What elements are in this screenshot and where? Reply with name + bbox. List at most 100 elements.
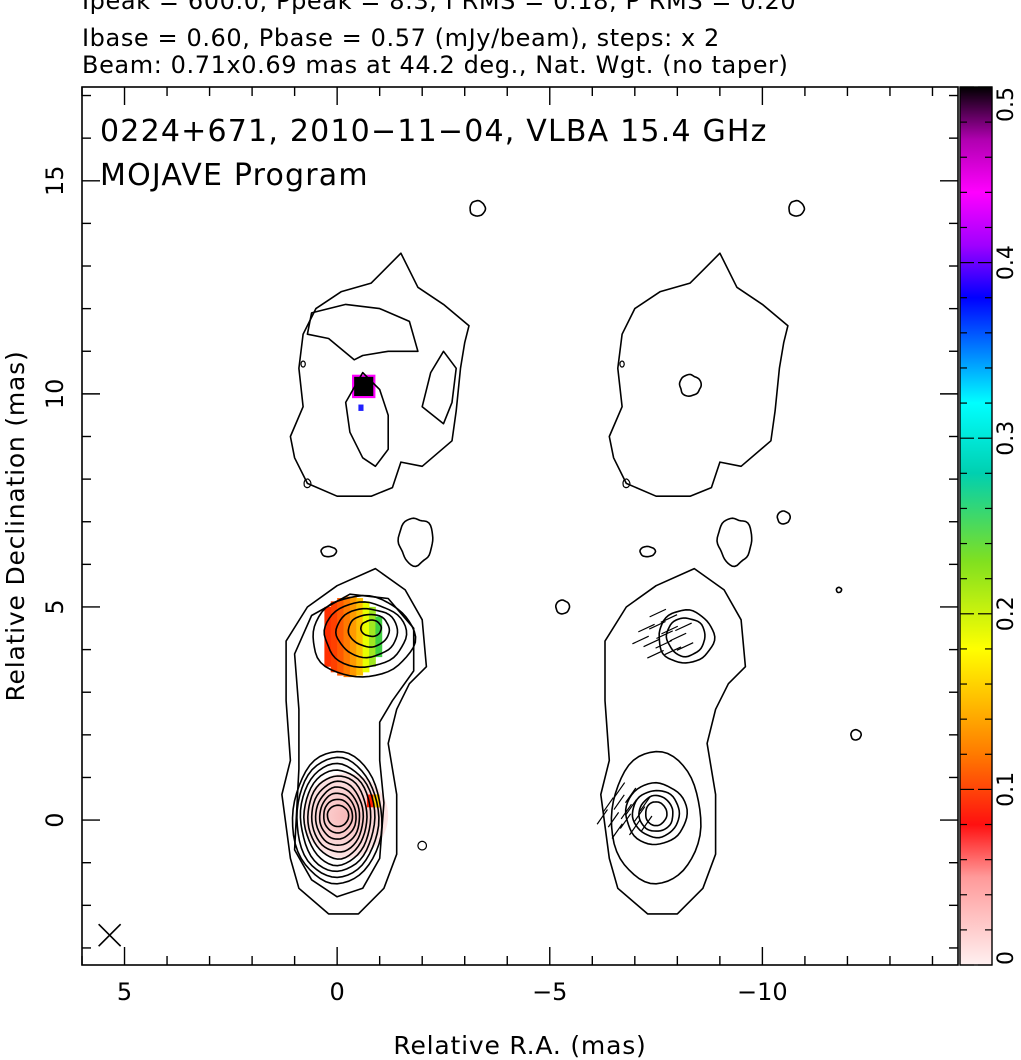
lobe-contour	[608, 252, 789, 497]
plot-border	[81, 86, 959, 966]
core-contour	[624, 781, 689, 846]
island-contour	[835, 586, 843, 594]
evpa-vector	[602, 797, 614, 813]
evpa-vector-group	[632, 608, 694, 659]
island-contour	[469, 199, 487, 217]
core-contour	[645, 801, 668, 827]
core-contour	[631, 789, 681, 839]
lobe-polarization-patch-blue	[358, 404, 364, 411]
knot-polarization-column	[324, 606, 332, 667]
evpa-vector-group	[596, 782, 653, 839]
knot-polarization-column	[349, 596, 357, 678]
evpa-vector	[607, 812, 620, 828]
knot-polarization-column	[337, 598, 344, 676]
lobe-inner-contour	[306, 303, 419, 361]
evpa-vector	[649, 608, 667, 618]
evpa-vector	[628, 819, 641, 836]
evpa-vector	[632, 635, 649, 645]
lobe-inner-contour	[678, 373, 702, 398]
core-contour	[299, 762, 376, 873]
left-contour-panel	[281, 199, 487, 915]
evpa-vector	[660, 614, 678, 623]
core-contour	[302, 769, 372, 867]
core-contour	[610, 750, 702, 885]
evpa-vector	[619, 813, 632, 829]
island-contour	[716, 517, 753, 568]
lobe-inner-contour	[344, 371, 389, 468]
knot-contour	[359, 619, 383, 638]
x-tick-label: 0	[330, 978, 345, 1006]
y-tick-label: 15	[41, 165, 69, 196]
beam-symbol-stroke	[98, 923, 122, 947]
knot-polarization-column	[343, 596, 351, 678]
evpa-vector	[664, 646, 682, 656]
y-tick-label: 5	[41, 599, 69, 614]
evpa-vector	[656, 630, 673, 640]
core-contour	[306, 775, 368, 860]
core-contour	[310, 780, 365, 853]
island-contour	[300, 360, 306, 368]
core-contour	[323, 798, 354, 834]
jet-outer-contour	[281, 567, 428, 915]
header-beam-line: Beam: 0.71x0.69 mas at 44.2 deg., Nat. W…	[82, 51, 789, 79]
lobe-polarization-patch	[354, 376, 374, 397]
island-contour	[303, 478, 312, 489]
right-contour-panel	[600, 199, 806, 915]
header-stats-line: Ipeak = 600.0, Ppeak = 8.3, I RMS = 0.18…	[82, 0, 797, 15]
x-tick-label: 5	[117, 978, 132, 1006]
evpa-vector	[624, 787, 637, 804]
island-contour	[619, 360, 625, 368]
y-axis: 0 5 10 15 Relative Declination (mas)	[1, 94, 958, 949]
knot-contour	[312, 594, 417, 678]
map-subtitle: MOJAVE Program	[100, 158, 369, 193]
jet-contour-2	[293, 593, 415, 898]
knot-polarization-column	[375, 616, 383, 658]
evpa-vector	[613, 794, 625, 810]
map-titles: 0224+671, 2010−11−04, VLBA 15.4 GHz MOJAV…	[100, 114, 768, 193]
evpa-vector	[634, 806, 646, 822]
knot-polarization-column	[362, 601, 370, 673]
island-contour	[622, 478, 631, 489]
evpa-vector	[648, 620, 666, 630]
island-contour	[417, 840, 427, 851]
evpa-vector	[625, 799, 637, 815]
evpa-vector	[647, 649, 664, 659]
evpa-vector	[643, 638, 661, 648]
island-contour	[320, 545, 338, 558]
evpa-vector	[669, 632, 687, 642]
lobe-contour	[289, 252, 470, 497]
evpa-vector	[641, 815, 653, 832]
colorbar-tick-label: 0	[994, 951, 1019, 965]
knot-polarization-column	[356, 598, 364, 676]
core-contour	[318, 792, 357, 840]
colorbar-tick-label: 0.2	[994, 596, 1019, 631]
colorbar-tick-label: 0.1	[994, 772, 1019, 807]
knot-contour	[347, 613, 391, 648]
core-contour	[314, 786, 361, 847]
core-contour	[638, 794, 674, 832]
island-contour	[776, 510, 791, 525]
y-tick-label: 10	[41, 379, 69, 410]
knot-contour	[323, 601, 408, 668]
header-base-line: Ibase = 0.60, Pbase = 0.57 (mJy/beam), s…	[82, 24, 720, 52]
evpa-vector	[675, 622, 692, 632]
island-contour	[639, 545, 657, 558]
y-tick-label: 0	[41, 812, 69, 827]
y-axis-label: Relative Declination (mas)	[1, 350, 30, 701]
x-axis-label: Relative R.A. (mas)	[393, 1031, 646, 1060]
colorbar-tick-label: 0.4	[994, 245, 1019, 280]
plot-frame	[81, 86, 959, 966]
colorbar: 0 0.1 0.2 0.3 0.4 0.5	[959, 86, 1019, 966]
x-tick-label: −10	[737, 978, 788, 1006]
colorbar-tick-label: 0.3	[994, 421, 1019, 456]
core-contour	[291, 750, 383, 885]
evpa-vector	[676, 642, 694, 651]
map-title: 0224+671, 2010−11−04, VLBA 15.4 GHz	[100, 114, 768, 149]
island-contour	[555, 599, 571, 615]
evpa-vector	[596, 809, 608, 825]
island-contour	[850, 728, 862, 741]
evpa-vector	[655, 639, 673, 649]
knot-contour	[334, 607, 399, 659]
evpa-vector	[620, 803, 632, 820]
